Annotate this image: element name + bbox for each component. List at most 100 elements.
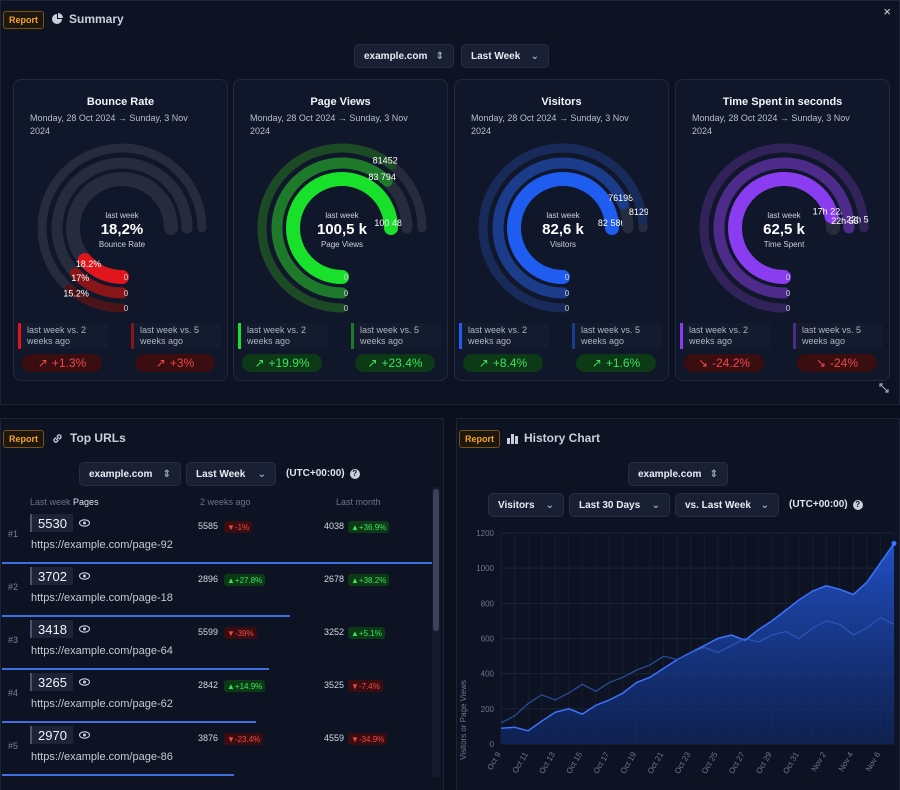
table-row[interactable]: #1 5530 https://example.com/page-92 5585… [2, 511, 432, 564]
comparison-chip-5-weeks: ↘ -24% [797, 354, 877, 372]
row-rank: #1 [8, 529, 19, 539]
row-share-bar [2, 721, 256, 723]
table-row[interactable]: #2 3702 https://example.com/page-18 2896… [2, 564, 432, 617]
x-tick-label: Oct 15 [564, 750, 584, 775]
close-button[interactable]: × [883, 4, 891, 19]
eye-icon[interactable] [79, 731, 90, 739]
summary-site-select[interactable]: example.com ⇕ [354, 44, 454, 68]
history-range-select-value: Last 30 Days [579, 499, 641, 511]
row-last-month-value: 2678 [323, 574, 344, 584]
comparison-chip-5-weeks: ↗ +23.4% [355, 354, 435, 372]
eye-icon[interactable] [79, 678, 90, 686]
kpi-center-caption: last week [325, 211, 359, 220]
kpi-card-date-line2: 2024 [692, 126, 713, 136]
ring-value-label: 83 794 [368, 172, 396, 182]
kpi-card-date-line2: 2024 [30, 126, 51, 136]
expand-icon[interactable] [879, 383, 889, 393]
summary-period-select-value: Last Week [471, 50, 521, 62]
top-urls-period-select[interactable]: Last Week ⌄ [186, 462, 276, 486]
help-icon[interactable]: ? [852, 499, 863, 510]
ring-arc [507, 172, 619, 284]
kpi-card-date: Monday, 28 Oct 2024 → Sunday, 3 Nov 2024 [30, 112, 217, 138]
row-url-link[interactable]: https://example.com/page-18 [31, 592, 173, 604]
ring-value-label: 18.2% [76, 259, 102, 269]
row-share-bar [2, 668, 269, 670]
comparison-label-5-weeks: last week vs. 5 weeks ago [351, 323, 441, 349]
history-site-select[interactable]: example.com ⇕ [628, 462, 728, 486]
history-report-badge[interactable]: Report [459, 430, 500, 448]
row-page-views: 5530 [30, 514, 73, 532]
updown-chevron-icon: ⇕ [162, 468, 171, 480]
ring-arc [77, 253, 129, 284]
top-urls-site-select-value: example.com [89, 468, 153, 480]
trend-arrow-icon: ↗ [478, 356, 489, 370]
row-url-link[interactable]: https://example.com/page-86 [31, 751, 173, 763]
row-url-link[interactable]: https://example.com/page-64 [31, 645, 173, 657]
x-tick-label: Oct 13 [537, 750, 557, 775]
kpi-card-date-line2: 2024 [471, 126, 492, 136]
kpi-center-subtitle: Visitors [549, 240, 577, 249]
scrollbar-thumb[interactable] [433, 489, 439, 631]
comparison-chip-5-weeks: ↗ +1.6% [576, 354, 656, 372]
top-urls-timezone-text: (UTC+00:00) [286, 468, 345, 479]
ring-arc [699, 143, 869, 313]
chevron-down-icon: ⌄ [257, 468, 266, 480]
y-tick-label: 0 [490, 740, 495, 749]
link-icon [53, 433, 62, 443]
comparison-label-2-weeks: last week vs. 2 weeks ago [459, 323, 549, 349]
history-timezone-text: (UTC+00:00) [789, 499, 848, 510]
trend-arrow-icon: ↗ [591, 356, 602, 370]
comparison-chip-value: +1.3% [51, 356, 87, 370]
history-compare-select[interactable]: vs. Last Week ⌄ [675, 493, 779, 517]
comparison-chip-value: +8.4% [492, 356, 528, 370]
comparison-label-5-weeks: last week vs. 5 weeks ago [572, 323, 662, 349]
row-rank: #5 [8, 741, 19, 751]
kpi-center-caption: last week [546, 211, 580, 220]
trend-arrow-icon: ↗ [367, 356, 378, 370]
ring-zero-label: 0 [565, 304, 570, 313]
help-icon[interactable]: ? [349, 468, 360, 479]
history-timezone: (UTC+00:00) ? [789, 499, 863, 510]
row-rank: #3 [8, 635, 19, 645]
top-urls-timezone: (UTC+00:00) ? [286, 468, 360, 479]
top-urls-site-select[interactable]: example.com ⇕ [79, 462, 181, 486]
x-tick-label: Oct 21 [646, 750, 666, 775]
trend-arrow-icon: ↗ [155, 356, 166, 370]
history-metric-select[interactable]: Visitors ⌄ [488, 493, 564, 517]
kpi-center-caption: last week [767, 211, 801, 220]
summary-period-select[interactable]: Last Week ⌄ [461, 44, 549, 68]
comparison-chip-value: -24.2% [712, 356, 751, 370]
kpi-card: Visitors Monday, 28 Oct 2024 → Sunday, 3… [454, 79, 669, 381]
kpi-card-date-line2: 2024 [250, 126, 271, 136]
row-url-link[interactable]: https://example.com/page-62 [31, 698, 173, 710]
scrollbar[interactable] [432, 487, 440, 777]
x-tick-label: Oct 31 [781, 750, 801, 775]
updown-chevron-icon: ⇕ [709, 468, 718, 480]
table-row[interactable]: #5 2970 https://example.com/page-86 3876… [2, 723, 432, 776]
summary-report-badge[interactable]: Report [3, 11, 44, 29]
eye-icon[interactable] [79, 519, 90, 527]
row-url-link[interactable]: https://example.com/page-92 [31, 539, 173, 551]
table-row[interactable]: #4 3265 https://example.com/page-62 2842… [2, 670, 432, 723]
summary-site-select-value: example.com [364, 50, 428, 62]
x-tick-label: Oct 27 [727, 750, 747, 775]
col-header-last-month: Last month [336, 497, 381, 507]
x-tick-label: Oct 11 [511, 750, 531, 775]
row-two-weeks-value: 5599 [197, 627, 218, 637]
row-page-views: 3702 [30, 567, 73, 585]
x-tick-label: Oct 25 [700, 750, 720, 775]
top-urls-report-badge[interactable]: Report [3, 430, 44, 448]
row-rank: #4 [8, 688, 19, 698]
eye-icon[interactable] [79, 572, 90, 580]
kpi-card-date: Monday, 28 Oct 2024 → Sunday, 3 Nov 2024 [250, 112, 437, 138]
kpi-card-title: Page Views [310, 96, 371, 108]
table-row[interactable]: #3 3418 https://example.com/page-64 5599… [2, 617, 432, 670]
chevron-down-icon: ⌄ [760, 499, 769, 511]
ring-zero-label: 0 [124, 273, 129, 282]
row-two-weeks-delta: ▲+14.9% [224, 680, 266, 692]
ring-zero-label: 0 [124, 289, 129, 298]
history-range-select[interactable]: Last 30 Days ⌄ [569, 493, 670, 517]
comparison-chip-value: +1.6% [605, 356, 641, 370]
eye-icon[interactable] [79, 625, 90, 633]
